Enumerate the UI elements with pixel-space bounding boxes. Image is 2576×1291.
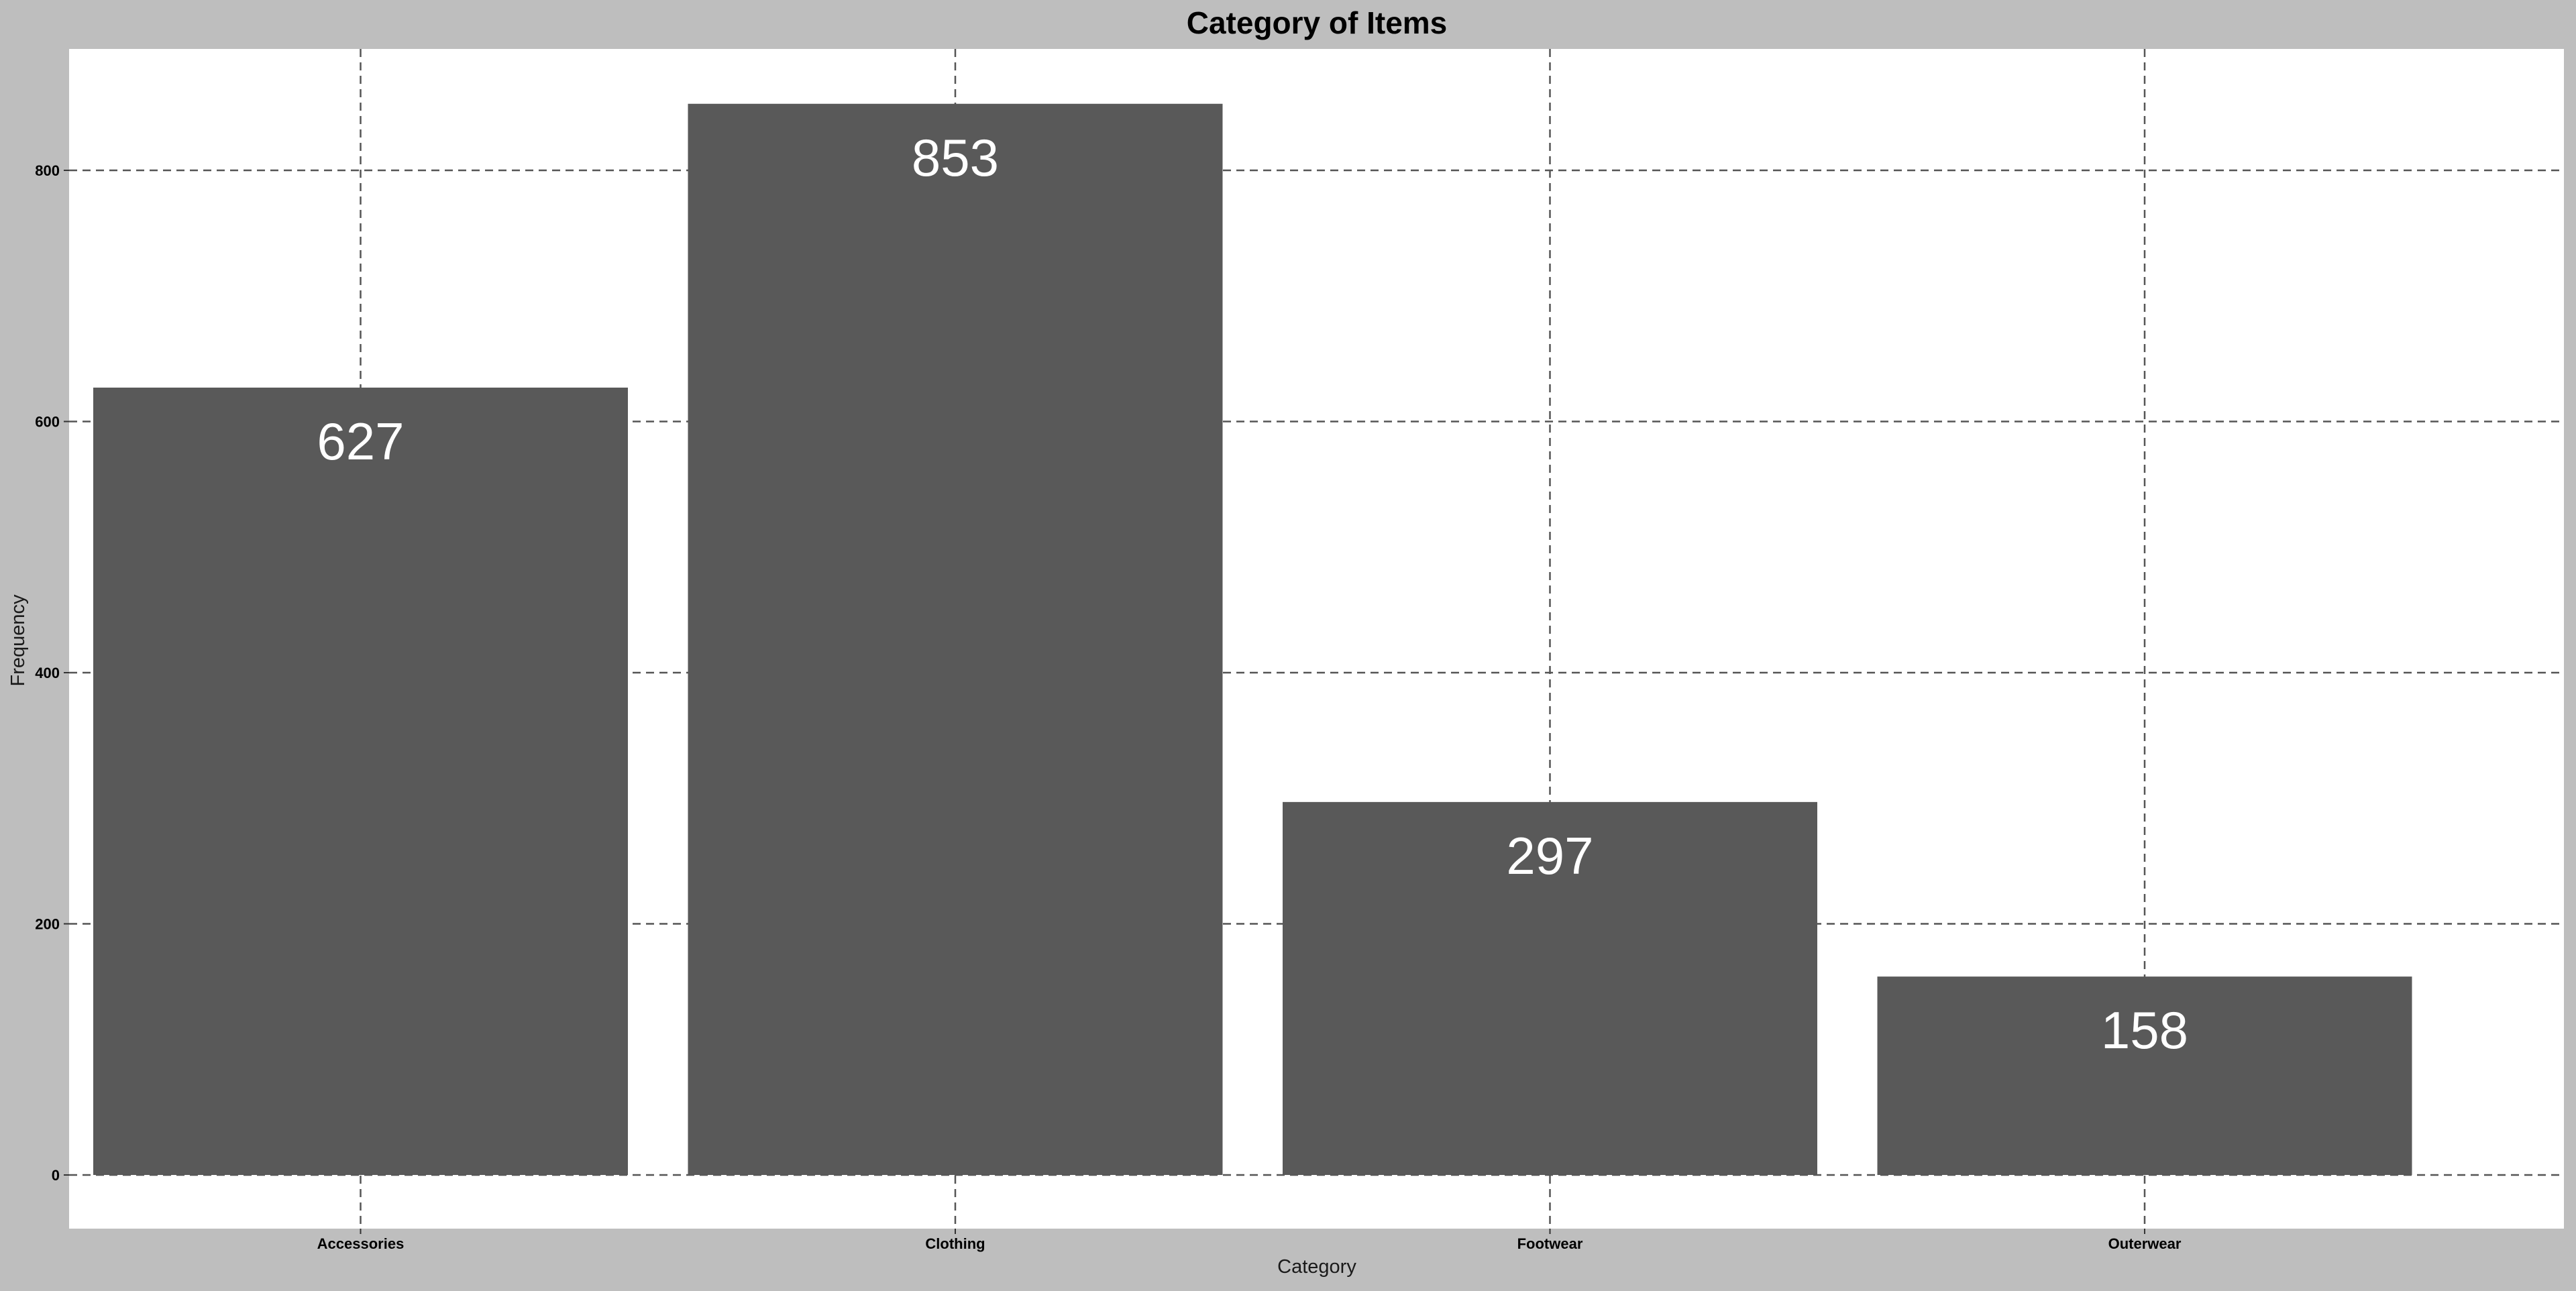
x-tick-label: Clothing [925,1235,985,1252]
chart-title: Category of Items [1187,5,1448,40]
bar [93,387,628,1175]
y-tick-label: 0 [52,1167,60,1184]
y-tick-label: 400 [35,665,60,681]
x-tick-label: Outerwear [2108,1235,2182,1252]
y-axis-title: Frequency [7,594,29,687]
bar [1877,976,2412,1175]
bars [93,103,2412,1175]
data-label: 158 [2101,1001,2188,1060]
bar [1283,801,1817,1175]
x-tick-label: Accessories [317,1235,405,1252]
bar [688,103,1223,1175]
y-tick-label: 200 [35,916,60,933]
data-label: 627 [317,412,404,471]
data-labels: 627 853 297 158 [317,128,2188,1060]
x-axis-title: Category [1277,1256,1356,1278]
y-tick-label: 600 [35,414,60,431]
axis-ticks: 0 200 400 600 800 Accessories Clothing Footwear… [35,162,2182,1252]
data-label: 853 [912,128,999,187]
data-label: 297 [1506,826,1593,885]
y-tick-label: 800 [35,162,60,179]
x-tick-label: Footwear [1517,1235,1583,1252]
